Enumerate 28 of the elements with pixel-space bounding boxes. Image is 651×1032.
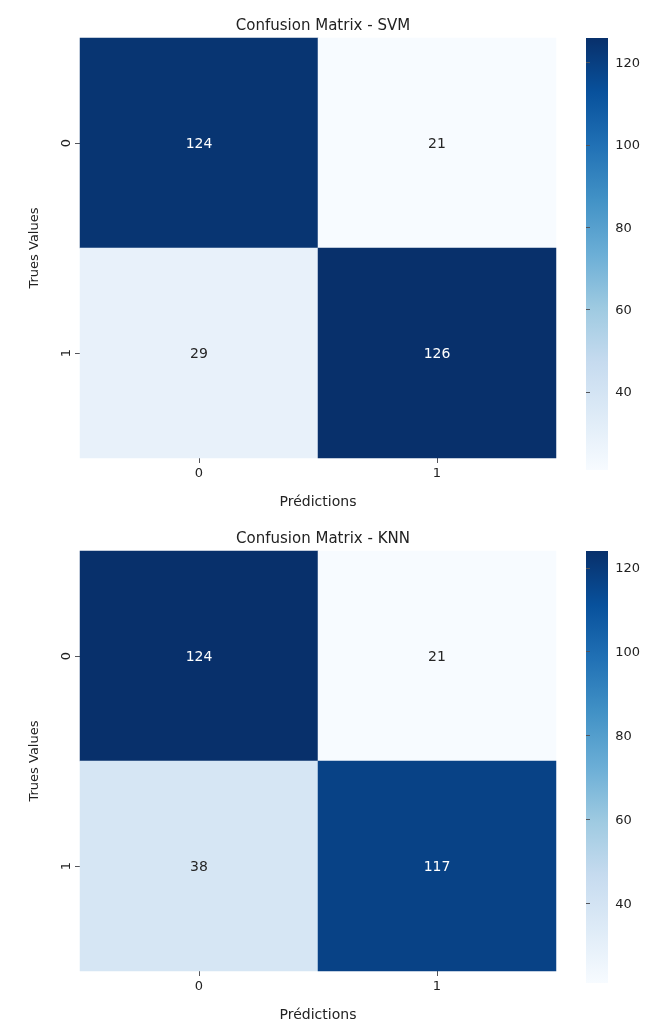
color-bar-label: 60: [615, 302, 632, 318]
color-bar-label: 80: [615, 728, 632, 744]
y-axis-title: Trues Values: [26, 207, 41, 290]
chart-title: Confusion Matrix - SVM: [235, 15, 411, 34]
data-label: 126: [423, 345, 451, 361]
color-bar-label: 120: [615, 560, 641, 576]
color-bar-label: 100: [615, 137, 641, 153]
data-label: 21: [428, 135, 446, 151]
color-bar-label: 100: [615, 644, 641, 660]
data-label: 21: [428, 648, 446, 664]
y-tick-label: 1: [58, 348, 73, 358]
y-tick-label: 1: [58, 861, 73, 871]
data-label: 124: [185, 648, 213, 664]
y-axis-title: Trues Values: [26, 720, 41, 803]
y-tick-label: 0: [58, 651, 73, 661]
color-bar-label: 120: [615, 55, 641, 71]
color-bar-label: 40: [615, 384, 632, 400]
color-bar-label: 40: [615, 895, 632, 911]
data-label: 29: [190, 345, 208, 361]
color-bar-label: 80: [615, 219, 632, 235]
x-axis-title: Prédictions: [279, 1006, 357, 1022]
color-bar-label: 60: [615, 811, 632, 827]
data-label: 124: [185, 135, 213, 151]
data-label: 38: [190, 858, 208, 874]
x-axis-title: Prédictions: [279, 493, 357, 509]
y-tick-label: 0: [58, 138, 73, 148]
data-label: 117: [423, 858, 451, 874]
chart-title: Confusion Matrix - KNN: [236, 528, 410, 547]
